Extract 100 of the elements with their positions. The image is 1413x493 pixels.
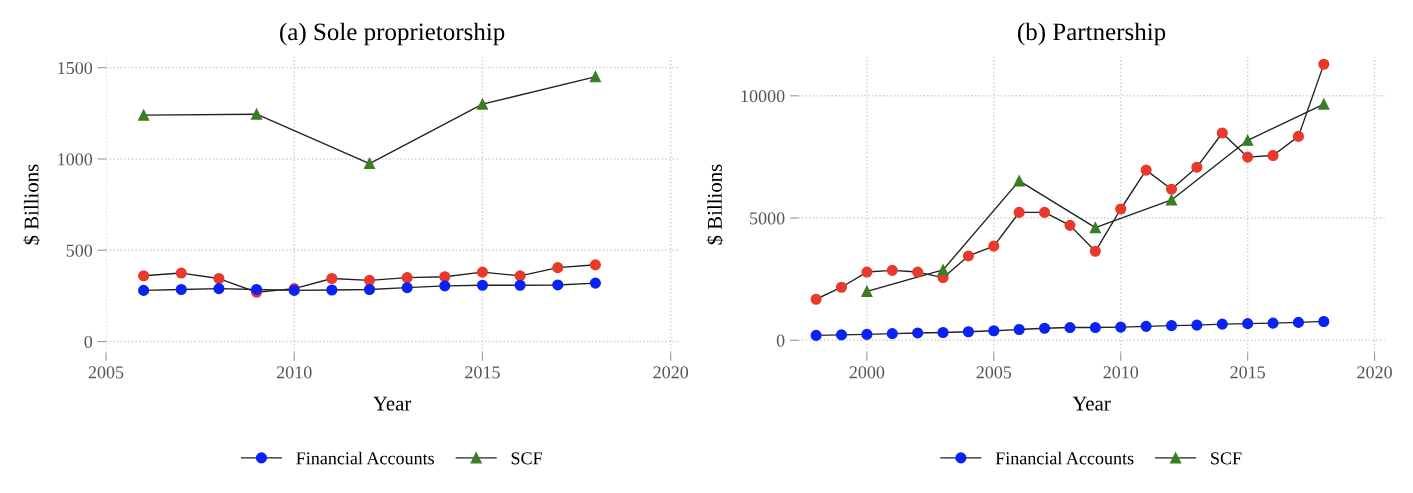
legend-label: SCF bbox=[511, 452, 542, 465]
point bbox=[138, 270, 150, 282]
point bbox=[552, 262, 564, 274]
point bbox=[213, 283, 225, 295]
point bbox=[1140, 320, 1152, 332]
point bbox=[886, 328, 898, 340]
x-tick-label: 2015 bbox=[465, 366, 500, 379]
x-tick-label: 2015 bbox=[1230, 366, 1266, 379]
point bbox=[1089, 222, 1101, 234]
point bbox=[1039, 206, 1051, 218]
x-tick-label: 2005 bbox=[88, 366, 124, 379]
point bbox=[1191, 319, 1203, 331]
point bbox=[213, 272, 225, 285]
point bbox=[1089, 322, 1101, 334]
point bbox=[1013, 206, 1025, 218]
point bbox=[1267, 149, 1279, 162]
point bbox=[962, 250, 974, 262]
point bbox=[589, 259, 601, 271]
legend-label: Financial Accounts bbox=[995, 451, 1134, 465]
x-tick-label: 2020 bbox=[653, 366, 689, 379]
y-tick-label: 0 bbox=[776, 334, 785, 347]
point bbox=[1115, 321, 1127, 333]
point bbox=[138, 109, 150, 121]
point bbox=[1216, 318, 1228, 330]
point bbox=[861, 285, 873, 297]
point bbox=[1191, 161, 1203, 173]
point bbox=[1165, 183, 1178, 195]
point bbox=[912, 327, 924, 339]
point bbox=[514, 270, 526, 282]
y-tick-label: 500 bbox=[66, 244, 93, 257]
point bbox=[1216, 127, 1228, 139]
point bbox=[861, 266, 873, 278]
point bbox=[476, 279, 489, 291]
point bbox=[476, 266, 489, 278]
point bbox=[514, 279, 526, 291]
point bbox=[1064, 322, 1076, 334]
x-tick-label: 2010 bbox=[1103, 366, 1139, 379]
x-tick-label: 2005 bbox=[976, 366, 1012, 379]
point bbox=[1318, 98, 1330, 110]
point bbox=[363, 283, 376, 296]
point bbox=[1140, 164, 1152, 176]
point bbox=[326, 284, 338, 296]
point bbox=[589, 71, 601, 83]
point bbox=[988, 240, 1000, 252]
point bbox=[1292, 130, 1304, 142]
point bbox=[1039, 322, 1051, 334]
y-tick-label: 1000 bbox=[58, 153, 93, 166]
point bbox=[326, 272, 338, 285]
point bbox=[1165, 194, 1178, 206]
point bbox=[937, 264, 949, 276]
point bbox=[1242, 151, 1254, 163]
point bbox=[886, 264, 898, 276]
x-tick-label: 2010 bbox=[276, 366, 312, 379]
y-tick-label: 5000 bbox=[750, 212, 785, 225]
point bbox=[1064, 219, 1076, 231]
point bbox=[861, 328, 873, 340]
point bbox=[1013, 175, 1025, 187]
point bbox=[962, 326, 974, 338]
point bbox=[363, 157, 376, 170]
point bbox=[401, 272, 413, 284]
legend-label: Financial Accounts bbox=[296, 451, 435, 465]
point bbox=[1242, 134, 1254, 146]
point bbox=[988, 325, 1000, 337]
point bbox=[552, 279, 564, 291]
point bbox=[1013, 323, 1025, 336]
point bbox=[1089, 245, 1101, 257]
x-axis-title: Year bbox=[1072, 396, 1111, 411]
point bbox=[175, 283, 187, 296]
x-tick-label: 2000 bbox=[849, 366, 885, 379]
y-tick-label: 0 bbox=[84, 335, 93, 348]
point bbox=[251, 108, 263, 120]
point bbox=[589, 277, 601, 289]
point bbox=[1165, 320, 1178, 332]
chart-title: (b) Partnership bbox=[1018, 22, 1166, 46]
point bbox=[1292, 316, 1304, 328]
point bbox=[1242, 318, 1254, 330]
point bbox=[363, 274, 376, 286]
y-tick-label: 1500 bbox=[58, 61, 93, 75]
point bbox=[1115, 203, 1127, 215]
point bbox=[1318, 315, 1330, 328]
point bbox=[1267, 317, 1279, 329]
point bbox=[835, 329, 848, 341]
y-tick-label: 10000 bbox=[741, 90, 785, 103]
point bbox=[175, 267, 187, 279]
legend-label: SCF bbox=[1211, 452, 1242, 465]
point bbox=[138, 284, 150, 296]
x-axis-title: Year bbox=[373, 396, 412, 411]
x-tick-label: 2020 bbox=[1357, 366, 1392, 379]
point bbox=[439, 280, 451, 292]
chart-title: (a) Sole proprietorship bbox=[280, 22, 505, 46]
point bbox=[401, 282, 413, 294]
point bbox=[810, 329, 822, 341]
point bbox=[835, 281, 848, 293]
point bbox=[1318, 58, 1330, 70]
point bbox=[439, 271, 451, 283]
point bbox=[810, 293, 822, 305]
point bbox=[937, 326, 949, 339]
y-axis-title: $ Billions bbox=[23, 164, 40, 245]
point bbox=[912, 266, 924, 278]
y-axis-title: $ Billions bbox=[706, 164, 724, 245]
